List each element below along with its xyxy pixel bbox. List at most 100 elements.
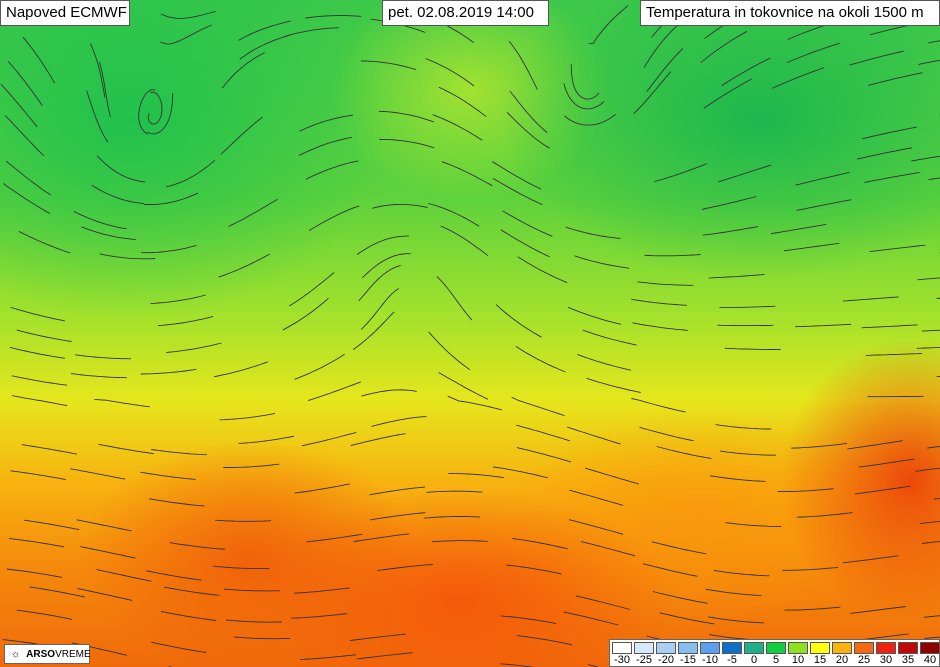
streamline: [568, 307, 621, 324]
streamline: [638, 282, 694, 286]
streamline: [350, 634, 406, 641]
streamline: [97, 570, 152, 582]
streamline: [512, 397, 565, 415]
streamline: [652, 542, 707, 554]
streamline: [843, 297, 899, 301]
streamline: [379, 111, 434, 122]
streamline: [654, 164, 707, 182]
streamline: [634, 72, 671, 114]
streamline: [224, 589, 280, 591]
streamline: [240, 35, 290, 59]
streamline: [441, 226, 488, 256]
streamline: [782, 567, 838, 570]
legend-swatch: [634, 642, 654, 654]
legend-label: -15: [677, 654, 699, 666]
streamline: [146, 571, 201, 581]
streamline: [141, 369, 197, 374]
streamline: [787, 43, 840, 62]
streamline: [359, 265, 401, 301]
legend-label: 0: [743, 654, 765, 666]
streamline: [784, 243, 840, 251]
streamline: [937, 375, 940, 376]
streamline: [796, 200, 851, 211]
legend-label: -20: [655, 654, 677, 666]
streamline: [928, 33, 940, 43]
legend-label: 20: [831, 654, 853, 666]
streamline: [725, 348, 781, 349]
streamline: [911, 152, 940, 161]
streamline: [215, 520, 271, 521]
streamline: [448, 474, 504, 478]
streamline: [30, 587, 85, 597]
streamline: [565, 114, 616, 125]
map-title: Temperatura in tokovnice na okoli 1500 m: [640, 0, 940, 26]
streamline: [503, 211, 553, 237]
streamline: [631, 399, 685, 413]
streamline: [496, 305, 541, 338]
streamline: [870, 245, 926, 251]
streamline: [164, 587, 219, 595]
streamline: [87, 91, 108, 143]
streamline: [351, 434, 406, 446]
legend-label: 5: [765, 654, 787, 666]
legend-swatch: [788, 642, 808, 654]
streamline: [660, 613, 715, 624]
streamline: [577, 354, 631, 370]
streamline: [361, 289, 399, 330]
streamline: [221, 117, 263, 154]
streamline: [569, 490, 623, 505]
legend-swatch: [722, 642, 742, 654]
streamline: [222, 53, 264, 89]
streamline: [513, 539, 568, 549]
streamline: [428, 204, 479, 227]
arso-sun-icon: ☼: [11, 649, 20, 660]
streamline: [309, 206, 359, 231]
streamline: [70, 469, 125, 479]
streamline: [90, 44, 105, 98]
streamline: [583, 330, 637, 345]
streamline: [772, 68, 824, 89]
streamline: [213, 566, 269, 568]
streamline: [283, 298, 329, 330]
streamline: [151, 450, 207, 455]
streamline: [308, 382, 361, 401]
streamline: [862, 127, 917, 139]
streamline: [140, 472, 196, 479]
streamline: [305, 16, 361, 19]
streamline: [302, 432, 356, 445]
streamline: [564, 83, 604, 109]
streamline: [11, 471, 66, 480]
streamline: [11, 307, 65, 321]
legend-label: -25: [633, 654, 655, 666]
streamline: [916, 465, 940, 471]
streamline: [289, 273, 334, 307]
streamline: [795, 324, 851, 326]
legend-swatch: [700, 642, 720, 654]
streamline: [718, 165, 771, 182]
streamline: [771, 224, 826, 233]
streamline: [161, 25, 212, 44]
legend-label: 15: [809, 654, 831, 666]
streamline: [864, 173, 919, 183]
streamline: [516, 346, 566, 372]
streamline: [166, 343, 221, 353]
streamline: [517, 636, 572, 645]
legend-swatch: [656, 642, 676, 654]
logo-brand-light: VREME: [55, 649, 91, 660]
streamline: [306, 161, 359, 179]
streamline: [714, 570, 770, 575]
streamline: [706, 589, 762, 595]
temperature-legend: -30 -25 -20 -15 -10 -5 0 5 10 15 20 25 30 35 40: [609, 639, 940, 667]
streamline: [370, 487, 425, 495]
streamline: [3, 183, 50, 213]
streamline: [424, 517, 480, 519]
streamline: [564, 612, 619, 625]
streamline: [587, 378, 641, 392]
streamline: [566, 227, 621, 238]
legend-swatch: [766, 642, 786, 654]
streamline: [5, 116, 44, 156]
streamline: [77, 520, 132, 531]
streamline: [797, 513, 853, 518]
streamline: [158, 316, 213, 325]
streamline: [919, 54, 940, 64]
